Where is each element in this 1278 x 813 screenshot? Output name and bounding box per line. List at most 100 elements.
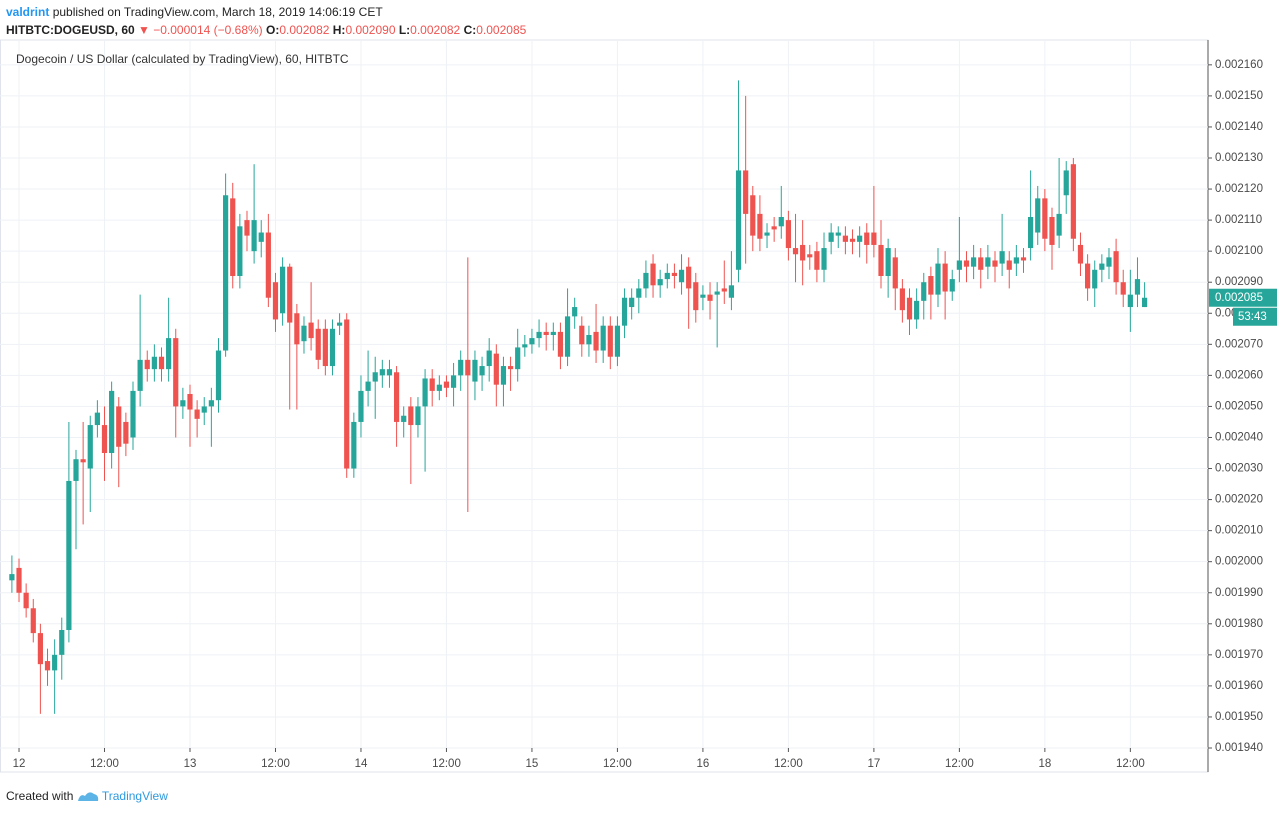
ohlc-value: 0.002090 [345, 23, 396, 37]
candle-body [429, 378, 435, 391]
candle-body [728, 285, 735, 298]
candle-body [208, 400, 214, 407]
candle-body [557, 331, 564, 357]
y-tick-label: 0.002030 [1215, 463, 1263, 475]
candle-body [1063, 170, 1069, 196]
candle-body [37, 633, 43, 665]
candle-body [956, 260, 962, 270]
candle-body [999, 251, 1005, 264]
y-tick-label: 0.002060 [1215, 369, 1263, 381]
candle-body [66, 480, 72, 630]
candle-body [1077, 244, 1084, 264]
candle-body [465, 359, 471, 376]
candle-body [109, 390, 115, 453]
candle-body [800, 244, 806, 261]
change: ▼ −0.000014 (−0.68%) [138, 23, 263, 37]
candle-body [607, 325, 613, 357]
ohlc-label: C: [463, 23, 477, 37]
candle-body [1099, 263, 1105, 270]
symbol: HITBTC:DOGEUSD, 60 [6, 23, 135, 37]
candle-body [778, 217, 784, 227]
y-tick-label: 0.002050 [1215, 400, 1263, 412]
candle-body [265, 232, 271, 298]
y-tick-label: 0.002070 [1215, 338, 1263, 350]
candle-body [244, 220, 250, 236]
candle-body [750, 195, 756, 236]
x-tick-label: 12:00 [1116, 758, 1145, 770]
x-tick-label: 16 [697, 758, 710, 770]
author[interactable]: valdrint [6, 5, 50, 19]
candle-body [73, 459, 79, 481]
candle-body [23, 592, 29, 609]
candle-body [522, 344, 528, 348]
symbol-line: HITBTC:DOGEUSD, 60 ▼ −0.000014 (−0.68%) … [6, 23, 526, 37]
candle-body [892, 257, 898, 289]
chart-title: Dogecoin / US Dollar (calculated by Trad… [16, 52, 349, 66]
footer: Created with TradingView [6, 788, 168, 803]
candle-body [686, 266, 692, 289]
candle-body [436, 384, 442, 391]
ohlc-value: 0.002082 [279, 23, 330, 37]
candle-body [116, 406, 122, 447]
candle-body [1056, 213, 1062, 236]
candle-body [1035, 198, 1041, 233]
candle-body [935, 263, 941, 295]
candle-body [315, 328, 321, 360]
ohlc-value: 0.002082 [410, 23, 461, 37]
candle-body [678, 269, 685, 283]
candle-body [280, 266, 286, 314]
candle-body [52, 654, 58, 671]
candle-body [251, 220, 257, 252]
candle-body [671, 272, 678, 276]
candle-body [1049, 217, 1055, 245]
y-tick-label: 0.002110 [1215, 214, 1262, 226]
candle-body [963, 260, 970, 267]
y-tick-label: 0.001960 [1215, 680, 1263, 692]
candle-body [864, 232, 870, 245]
candle-body [472, 359, 478, 382]
y-tick-label: 0.001940 [1215, 742, 1263, 754]
candle-body [358, 390, 364, 422]
candle-body [572, 307, 578, 317]
candle-body [59, 630, 65, 655]
candle-body [151, 356, 157, 370]
candle-body [16, 567, 22, 593]
candle-body [365, 381, 371, 391]
candle-body [329, 328, 336, 367]
candle-body [807, 254, 813, 258]
candle-body [386, 369, 393, 376]
y-tick-label: 0.002100 [1215, 245, 1263, 257]
candle-body [693, 282, 699, 311]
candle-body [1042, 198, 1048, 239]
y-tick-label: 0.001950 [1215, 711, 1263, 723]
candle-body [1006, 260, 1012, 270]
candle-body [450, 375, 457, 388]
candle-body [1106, 257, 1112, 267]
candle-body [479, 366, 485, 376]
x-tick-label: 12:00 [774, 758, 803, 770]
x-tick-label: 12:00 [432, 758, 461, 770]
y-tick-label: 0.001970 [1215, 649, 1263, 661]
candle-body [971, 257, 977, 267]
candle-body [201, 406, 207, 413]
candle-body [344, 319, 350, 469]
candle-body [871, 232, 877, 245]
candle-body [408, 406, 414, 426]
candle-body [515, 347, 521, 370]
candle-body [792, 248, 799, 255]
publish-line: valdrint published on TradingView.com, M… [6, 5, 383, 19]
candle-body [9, 574, 15, 581]
candle-body [166, 338, 172, 370]
candle-body [614, 325, 621, 357]
candle-body [928, 276, 934, 295]
candle-body [379, 369, 385, 376]
candle-body [486, 350, 492, 367]
candle-body [1070, 164, 1076, 239]
candle-body [187, 394, 193, 410]
brand[interactable]: TradingView [101, 789, 168, 803]
candle-body [564, 316, 571, 357]
candle-body [144, 359, 150, 370]
y-tick-label: 0.002130 [1215, 152, 1263, 164]
x-tick-label: 12:00 [261, 758, 290, 770]
